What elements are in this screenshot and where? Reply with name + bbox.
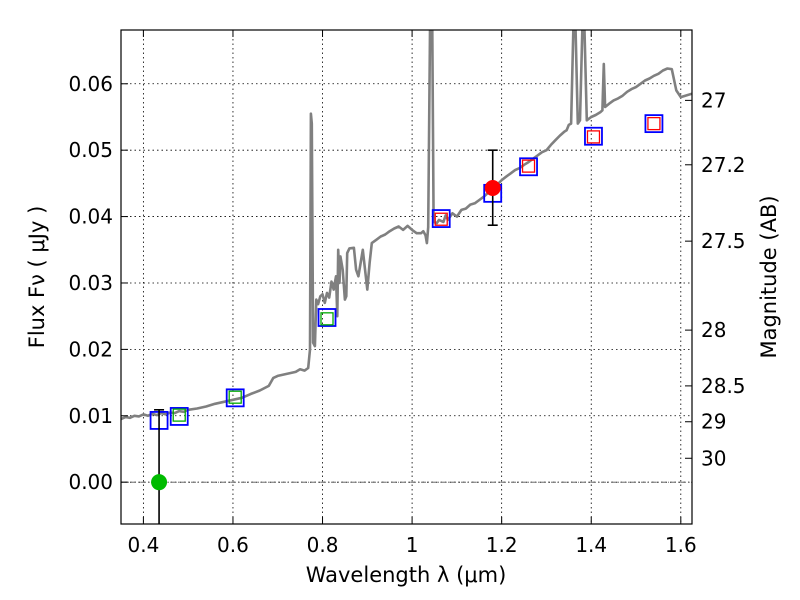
green-square-marker (228, 390, 242, 404)
y-tick-label: 0.02 (68, 337, 113, 361)
data-layer (121, 30, 692, 421)
green-square-marker (320, 312, 334, 326)
y-tick-label: 0.00 (68, 470, 113, 494)
y-tick-label: 0.06 (68, 72, 113, 96)
magnitude-tick-label: 28 (701, 318, 726, 342)
x-tick-label: 0.6 (217, 533, 249, 557)
magnitude-tick-label: 27 (701, 88, 726, 112)
axis-ticks: 0.4 0.6 0.8 1 1.2 1.4 1.6 0.00 0.01 0.02 0.03 0.04 0… (68, 30, 746, 557)
x-tick-label: 1 (406, 533, 419, 557)
green-square-marker (172, 408, 186, 422)
x-axis-label: Wavelength λ (μm) (306, 563, 507, 587)
y-tick-label: 0.04 (68, 205, 113, 229)
magnitude-tick-label: 28.5 (701, 374, 746, 398)
blue-square-marker (431, 209, 451, 228)
magnitude-tick-label: 27.2 (701, 153, 746, 177)
x-tick-label: 0.8 (307, 533, 339, 557)
red-square-marker (521, 159, 536, 173)
magnitude-tick-label: 27.5 (701, 229, 746, 253)
blue-square-marker (584, 126, 603, 146)
point-layer (149, 114, 664, 524)
red-observed-point (484, 180, 501, 197)
red-square-marker (586, 130, 601, 144)
y-axis-label: Flux Fν ( μJy ) (25, 206, 49, 349)
x-tick-label: 1.4 (575, 533, 607, 557)
blue-square-marker (644, 114, 664, 134)
blue-square-marker (169, 407, 189, 426)
x-tick-label: 0.4 (127, 533, 159, 557)
y-tick-label: 0.05 (68, 138, 113, 162)
blue-square-marker (225, 388, 245, 408)
x-tick-label: 1.2 (486, 533, 518, 557)
blue-square-marker (317, 308, 337, 327)
blue-square-marker (519, 157, 538, 177)
y-tick-label: 0.03 (68, 271, 113, 295)
red-square-marker (434, 212, 448, 226)
red-square-marker (647, 116, 661, 131)
y2-axis-label: Magnitude (AB) (757, 195, 781, 358)
magnitude-tick-label: 29 (701, 410, 726, 434)
x-tick-label: 1.6 (665, 533, 697, 557)
grid-lines (121, 30, 692, 524)
spectrum-line (121, 30, 692, 421)
magnitude-tick-label: 30 (701, 446, 726, 470)
green-observed-point (151, 474, 168, 491)
y-tick-label: 0.01 (68, 404, 113, 428)
plot-frame (120, 29, 693, 525)
